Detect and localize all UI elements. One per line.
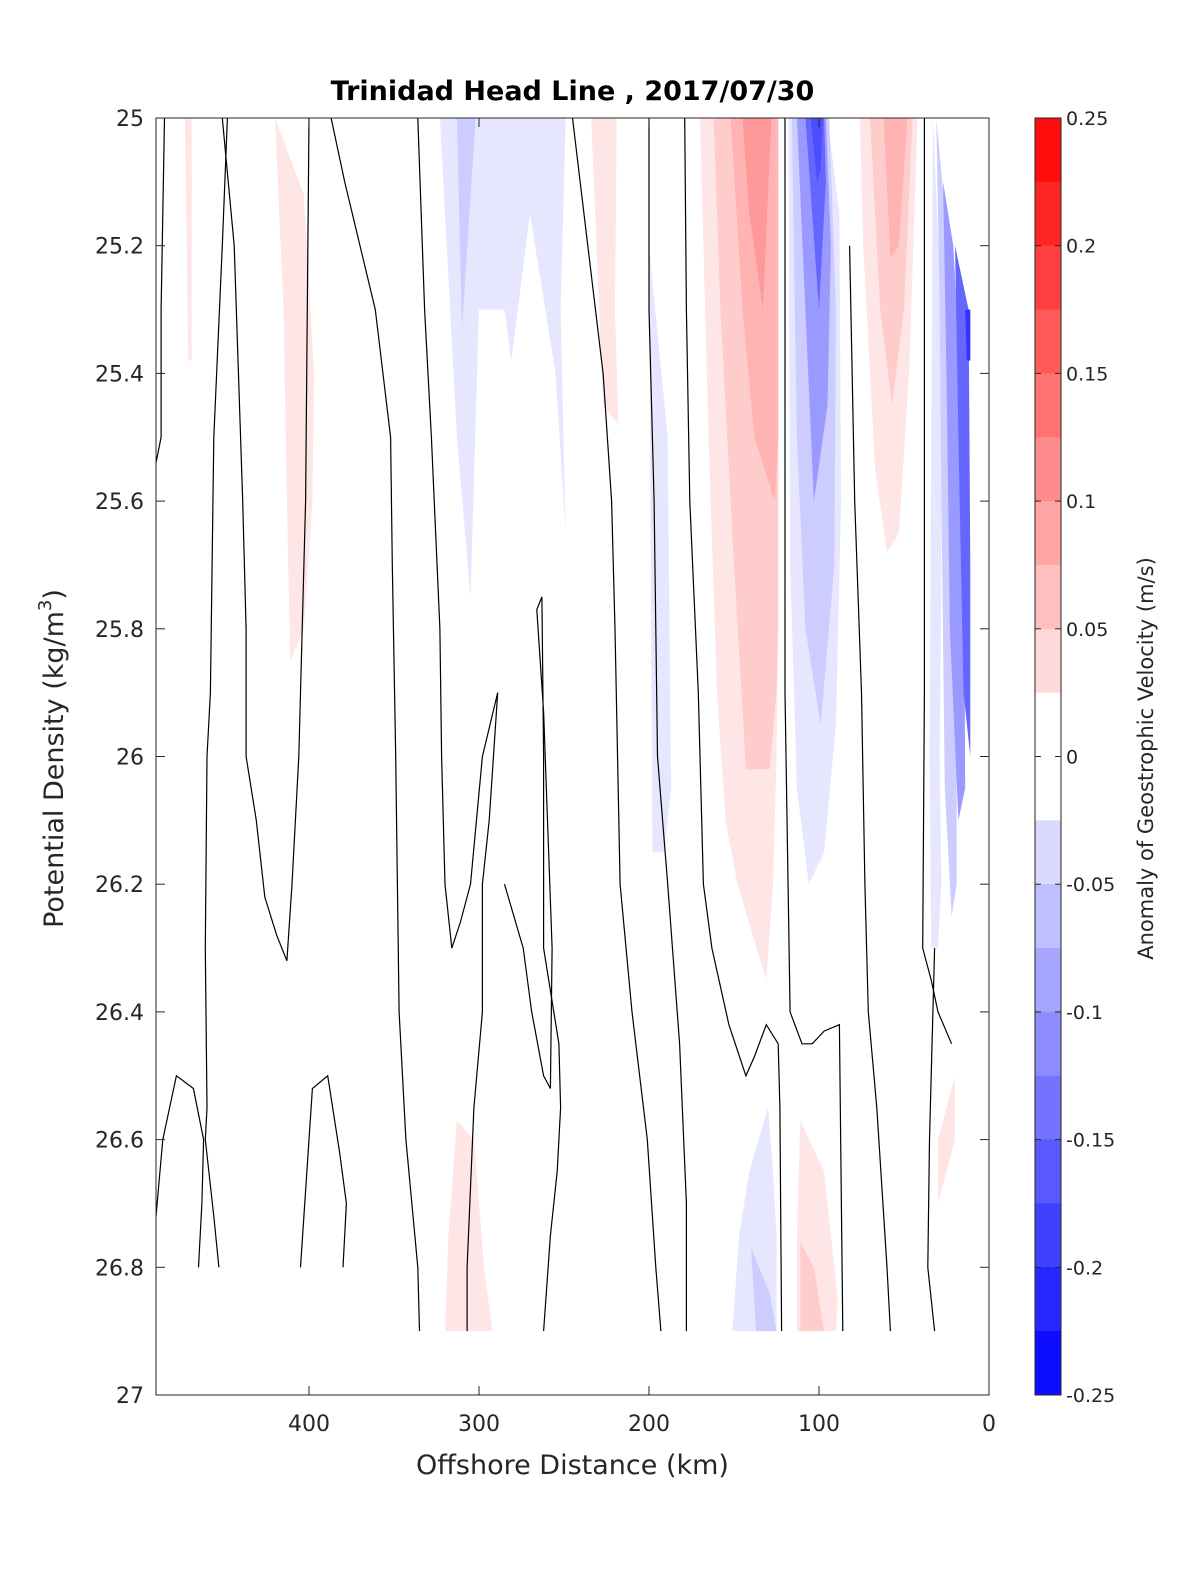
colorbar-tick-label: -0.2 — [1066, 1257, 1103, 1279]
y-axis-title-close: ) — [39, 589, 70, 600]
contour-line-1 — [204, 117, 228, 1268]
colorbar-band — [1035, 1075, 1061, 1141]
colorbar-ticks: 0.25 0.2 0.15 0.1 0.05 0 -0.05 -0.1 -0.15 -0.2 -0.… — [1035, 108, 1115, 1407]
velocity-filled-contours — [184, 118, 971, 1332]
x-axis: 400 300 200 100 0 — [288, 118, 996, 1437]
contour-line-6 — [503, 711, 553, 1089]
colorbar-band — [1035, 501, 1061, 566]
colorbar-band — [1035, 437, 1061, 502]
colorbar-band — [1035, 628, 1061, 694]
y-tick-label: 26.2 — [95, 873, 144, 898]
x-tick-label: 200 — [628, 1412, 670, 1437]
contour-line-7 — [536, 596, 562, 1332]
velocity-region-3 — [456, 118, 476, 329]
colorbar-band — [1035, 756, 1061, 821]
velocity-region-25 — [751, 1248, 777, 1332]
velocity-region-5 — [649, 245, 672, 853]
contour-line-11 — [784, 118, 844, 1332]
contour-line-14 — [927, 948, 936, 1332]
y-tick-label: 27 — [116, 1384, 144, 1409]
colorbar-band — [1035, 820, 1061, 885]
colorbar-band — [1035, 564, 1061, 630]
colorbar-band — [1035, 1331, 1061, 1396]
contour-line-16 — [299, 1074, 348, 1268]
colorbar-tick-label: 0.05 — [1066, 619, 1108, 641]
colorbar-band — [1035, 118, 1061, 183]
contour-line-9 — [648, 118, 688, 1332]
velocity-region-18 — [929, 118, 942, 949]
velocity-region-17 — [883, 118, 908, 259]
y-tick-label: 25 — [116, 107, 144, 132]
colorbar-band — [1035, 373, 1061, 438]
colorbar-tick-label: 0.25 — [1066, 108, 1108, 130]
contour-line-10 — [684, 117, 783, 1332]
colorbar-band — [1035, 884, 1061, 949]
contour-line-2 — [221, 117, 310, 962]
colorbar-tick-label: -0.25 — [1066, 1385, 1115, 1407]
y-axis-title-main: Potential Density (kg/m — [39, 611, 70, 928]
y-axis-title-superscript: 3 — [35, 600, 56, 611]
contour-line-4 — [417, 117, 499, 949]
x-tick-label: 0 — [982, 1412, 996, 1437]
velocity-region-24 — [732, 1107, 777, 1332]
colorbar-tick-label: 0.1 — [1066, 491, 1096, 513]
colorbar-band — [1035, 1011, 1061, 1077]
contour-line-8 — [571, 117, 662, 1332]
plot-background — [156, 118, 989, 1395]
velocity-region-0 — [184, 118, 192, 361]
y-axis-title: Potential Density (kg/m3) — [35, 589, 70, 928]
colorbar-tick-label: 0 — [1066, 747, 1078, 769]
colorbar: 0.25 0.2 0.15 0.1 0.05 0 -0.05 -0.1 -0.15 -0.2 -0.… — [1034, 108, 1115, 1407]
velocity-region-20 — [943, 181, 966, 821]
velocity-region-19 — [936, 118, 957, 917]
plot-area: 400 300 200 100 0 25 25.2 25.4 25.6 25.8 26 26.2 26… — [95, 107, 996, 1437]
colorbar-tick-label: -0.15 — [1066, 1130, 1115, 1152]
y-tick-label: 26.4 — [95, 1001, 144, 1026]
velocity-region-14 — [810, 118, 823, 182]
colorbar-tick-label: -0.05 — [1066, 874, 1115, 896]
contour-line-13 — [922, 118, 953, 1045]
y-axis: 25 25.2 25.4 25.6 25.8 26 26.2 26.4 26.6 26.8 27 — [95, 107, 989, 1409]
velocity-region-21 — [955, 245, 971, 757]
velocity-region-22 — [965, 309, 971, 361]
colorbar-band — [1035, 692, 1061, 757]
colorbar-band — [1035, 245, 1061, 311]
colorbar-tick-label: 0.2 — [1066, 236, 1096, 258]
colorbar-band — [1035, 948, 1061, 1013]
colorbar-band — [1035, 181, 1061, 247]
colorbar-tick-label: 0.15 — [1066, 363, 1108, 385]
contour-line-12 — [849, 245, 891, 1332]
colorbar-tick-label: -0.1 — [1066, 1002, 1103, 1024]
colorbar-title: Anomaly of Geostrophic Velocity (m/s) — [1134, 557, 1158, 960]
y-tick-label: 26.8 — [95, 1256, 144, 1281]
velocity-region-1 — [275, 118, 315, 661]
y-tick-label: 25.6 — [95, 490, 144, 515]
density-contour-lines — [155, 117, 953, 1332]
x-axis-title: Offshore Distance (km) — [416, 1450, 729, 1481]
colorbar-band — [1035, 309, 1061, 374]
colorbar-band — [1035, 1139, 1061, 1204]
velocity-region-4 — [591, 118, 619, 425]
velocity-region-28 — [938, 1075, 955, 1204]
y-tick-label: 25.4 — [95, 362, 144, 387]
velocity-region-27 — [800, 1241, 825, 1332]
y-tick-label: 25.8 — [95, 618, 144, 643]
y-tick-label: 26.6 — [95, 1129, 144, 1154]
x-tick-label: 400 — [288, 1412, 330, 1437]
y-tick-label: 25.2 — [95, 235, 144, 260]
y-tick-label: 26 — [116, 746, 144, 771]
contour-line-5 — [466, 692, 499, 1332]
x-tick-label: 300 — [458, 1412, 500, 1437]
contour-line-3 — [330, 117, 421, 1332]
x-tick-label: 100 — [798, 1412, 840, 1437]
colorbar-band — [1035, 1203, 1061, 1268]
colorbar-band — [1035, 1267, 1061, 1332]
colorbar-bands — [1035, 118, 1061, 1396]
velocity-region-2 — [439, 118, 566, 597]
velocity-region-9 — [742, 118, 772, 310]
chart-title: Trinidad Head Line , 2017/07/30 — [331, 76, 815, 107]
